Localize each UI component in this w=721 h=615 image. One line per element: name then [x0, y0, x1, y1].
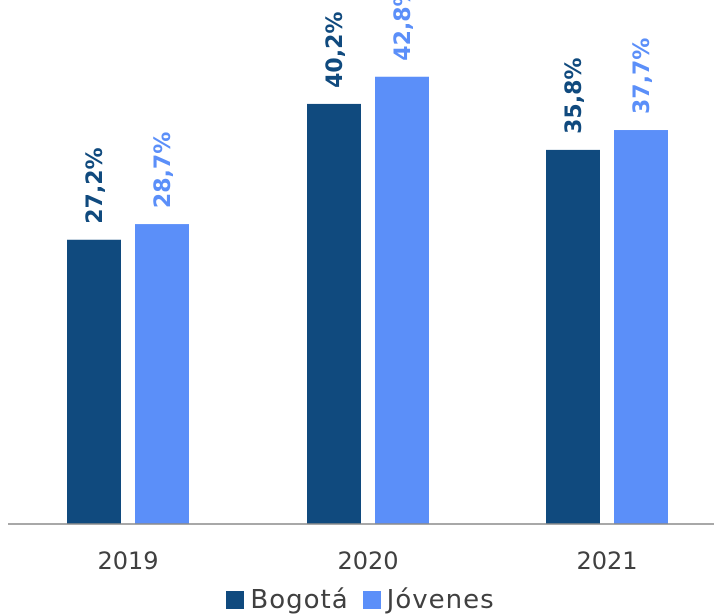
legend-item-jovenes: Jóvenes [362, 585, 495, 615]
bar-jovenes-2019 [135, 224, 189, 524]
legend-label-jovenes: Jóvenes [386, 585, 495, 615]
category-label-2020: 2020 [337, 547, 398, 575]
bar-bogota-2019 [67, 239, 121, 524]
bar-jovenes-2021 [614, 130, 668, 524]
data-label-jovenes-2021: 37,7% [630, 38, 655, 114]
legend: Bogotá Jóvenes [0, 585, 721, 615]
category-label-2021: 2021 [576, 547, 637, 575]
data-label-bogota-2021: 35,8% [562, 58, 587, 134]
bar-bogota-2020 [307, 103, 361, 524]
legend-label-bogota: Bogotá [250, 585, 349, 615]
legend-swatch-bogota [226, 591, 245, 609]
data-labels-group: 27,2% 40,2% 35,8% 28,7% 42,8% 37,7% [83, 0, 655, 224]
bar-bogota-2021 [546, 149, 600, 524]
category-labels-group: 2019 2020 2021 [97, 547, 637, 575]
data-label-bogota-2019: 27,2% [83, 147, 108, 223]
bar-jovenes-2020 [375, 76, 429, 525]
legend-item-bogota: Bogotá [226, 585, 348, 615]
data-label-bogota-2020: 40,2% [323, 12, 348, 88]
data-label-jovenes-2019: 28,7% [151, 132, 176, 208]
bars-group [67, 76, 668, 525]
legend-swatch-jovenes [362, 591, 381, 609]
bar-chart: 27,2% 40,2% 35,8% 28,7% 42,8% 37,7% 2019 2020… [8, 0, 714, 575]
data-label-jovenes-2020: 42,8% [391, 0, 416, 61]
category-label-2019: 2019 [97, 547, 158, 575]
